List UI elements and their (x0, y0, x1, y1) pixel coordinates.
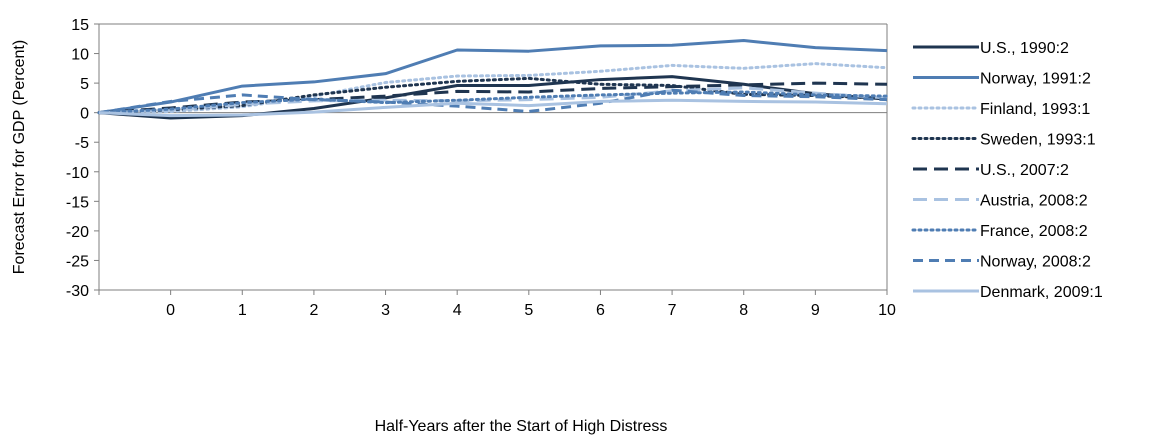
y-tick-label: 10 (71, 47, 89, 64)
x-tick-label: 2 (309, 302, 318, 319)
y-tick-label: -10 (66, 165, 89, 182)
y-tick-label: 5 (80, 76, 89, 93)
legend-label: Norway, 1991:2 (980, 71, 1091, 88)
y-tick-label: 15 (71, 17, 89, 34)
legend-item: Sweden, 1993:1 (911, 132, 1096, 149)
legend-item: Denmark, 2009:1 (913, 284, 1103, 301)
x-tick-label: 4 (453, 302, 462, 319)
legend-item: Finland, 1993:1 (911, 101, 1090, 118)
y-tick-label: -5 (75, 135, 89, 152)
axes: 15 10 5 0 -5 -10 -15 -20 -25 -30 0 1 2 3 4 5 6 7 8 9 10 (66, 17, 896, 319)
x-tick-label: 6 (596, 302, 605, 319)
legend-label: Sweden, 1993:1 (980, 132, 1096, 149)
series-lines (97, 39, 889, 120)
legend-item: U.S., 2007:2 (913, 162, 1069, 179)
legend: U.S., 1990:2 Norway, 1991:2 Finland, 1993:… (911, 40, 1103, 301)
legend-item: Norway, 1991:2 (913, 71, 1091, 88)
legend-item: Austria, 2008:2 (913, 193, 1088, 210)
x-tick-label: 0 (166, 302, 175, 319)
legend-item: Norway, 2008:2 (913, 254, 1091, 271)
y-axis-title-group: Forecast Error for GDP (Percent) (11, 40, 28, 274)
x-tick-label: 10 (878, 302, 896, 319)
y-tick-label: -20 (66, 224, 89, 241)
legend-label: U.S., 1990:2 (980, 40, 1069, 57)
x-axis-title: Half-Years after the Start of High Distr… (375, 418, 668, 435)
x-tick-label: 1 (238, 302, 247, 319)
y-tick-label: -25 (66, 253, 89, 270)
series-line (97, 90, 889, 115)
legend-label: Norway, 2008:2 (980, 254, 1091, 271)
x-tick-label: 8 (739, 302, 748, 319)
legend-item: France, 2008:2 (911, 223, 1088, 240)
series-line (98, 88, 888, 115)
y-tick-label: 0 (80, 106, 89, 123)
legend-label: Denmark, 2009:1 (980, 284, 1103, 301)
x-tick-label: 7 (668, 302, 677, 319)
y-axis-title: Forecast Error for GDP (Percent) (11, 40, 28, 274)
x-tick-label: 9 (811, 302, 820, 319)
y-tick-label: -30 (66, 283, 89, 300)
series-line (98, 86, 888, 115)
series-line (98, 98, 888, 118)
x-tick-label: 5 (524, 302, 533, 319)
series-line (98, 39, 888, 115)
legend-item: U.S., 1990:2 (913, 40, 1069, 57)
legend-label: U.S., 2007:2 (980, 162, 1069, 179)
x-tick-label: 3 (381, 302, 390, 319)
legend-label: Finland, 1993:1 (980, 101, 1090, 118)
legend-label: France, 2008:2 (980, 223, 1088, 240)
legend-label: Austria, 2008:2 (980, 193, 1088, 210)
y-tick-label: -15 (66, 194, 89, 211)
